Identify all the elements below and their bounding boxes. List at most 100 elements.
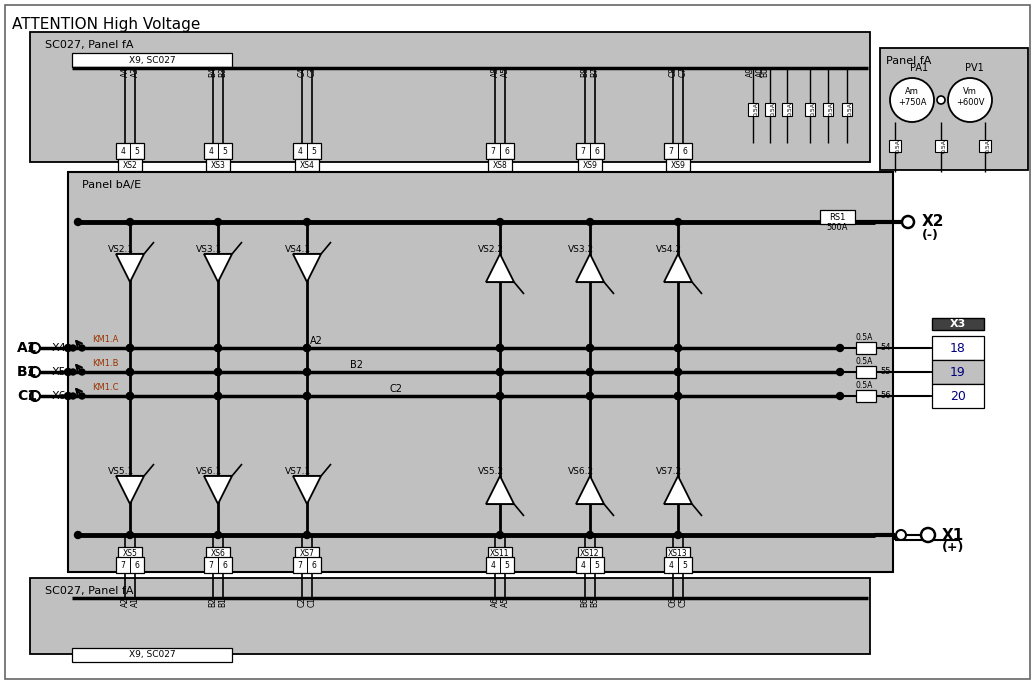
Circle shape [587, 345, 593, 352]
Text: B8: B8 [581, 67, 590, 77]
Text: VS7.1: VS7.1 [285, 467, 312, 477]
Bar [820, 210, 855, 224]
Text: 56: 56 [880, 391, 891, 401]
Circle shape [948, 78, 992, 122]
Text: 4: 4 [120, 146, 125, 155]
Bar [578, 547, 602, 559]
Text: A1: A1 [17, 341, 37, 355]
Circle shape [675, 218, 681, 226]
Text: 0.5A: 0.5A [829, 102, 834, 116]
Bar [666, 159, 690, 171]
Circle shape [587, 531, 593, 538]
Text: A1: A1 [130, 597, 140, 607]
Circle shape [214, 369, 221, 376]
Text: 6: 6 [223, 560, 228, 570]
Text: 0.5A: 0.5A [986, 139, 990, 153]
Circle shape [497, 369, 503, 376]
Text: B4: B4 [208, 67, 217, 77]
Bar [664, 557, 692, 573]
Bar [293, 557, 321, 573]
Circle shape [901, 216, 914, 228]
Circle shape [126, 369, 134, 376]
Bar [782, 103, 792, 116]
Bar [935, 140, 947, 152]
Circle shape [836, 393, 844, 399]
Bar [856, 342, 876, 354]
Text: KM1.A: KM1.A [92, 334, 118, 343]
Text: RS1: RS1 [829, 213, 846, 222]
Text: X3: X3 [950, 319, 966, 329]
Circle shape [675, 531, 681, 538]
Bar [666, 547, 690, 559]
Circle shape [214, 345, 221, 352]
Circle shape [675, 393, 681, 399]
Text: 0.5A: 0.5A [848, 102, 853, 116]
Text: 6: 6 [312, 560, 317, 570]
Bar [204, 557, 232, 573]
Text: XS2: XS2 [122, 161, 138, 170]
Text: 4: 4 [581, 560, 586, 570]
Text: Am
+750A: Am +750A [897, 88, 926, 107]
Text: XS12: XS12 [581, 549, 599, 557]
Circle shape [126, 369, 134, 376]
Circle shape [214, 531, 221, 538]
Text: C7: C7 [679, 67, 687, 77]
Circle shape [126, 345, 134, 352]
Circle shape [64, 369, 71, 376]
Text: A3: A3 [130, 67, 140, 77]
Polygon shape [204, 254, 232, 282]
Polygon shape [664, 476, 692, 504]
Polygon shape [576, 254, 604, 282]
Circle shape [75, 218, 82, 226]
Text: 0.5A: 0.5A [856, 334, 874, 343]
Bar [206, 547, 230, 559]
Circle shape [64, 393, 71, 399]
Text: VS5.1: VS5.1 [108, 467, 135, 477]
Bar [880, 48, 1028, 170]
Circle shape [126, 393, 134, 399]
Bar [856, 390, 876, 402]
Text: B2: B2 [208, 597, 217, 607]
Circle shape [890, 78, 934, 122]
Circle shape [587, 218, 593, 226]
Text: XS3: XS3 [210, 161, 226, 170]
Circle shape [79, 369, 85, 375]
Text: C4: C4 [297, 67, 306, 77]
Bar [30, 32, 870, 162]
Text: VS4.2: VS4.2 [656, 246, 682, 254]
Circle shape [836, 345, 844, 352]
Circle shape [214, 218, 221, 226]
Text: (-): (-) [922, 228, 939, 241]
Bar [578, 159, 602, 171]
Text: Panel bA/E: Panel bA/E [82, 180, 141, 190]
Circle shape [836, 369, 844, 376]
Circle shape [497, 531, 503, 538]
Circle shape [675, 393, 681, 399]
Text: B1: B1 [17, 365, 37, 379]
Text: 7: 7 [209, 560, 213, 570]
Text: 54: 54 [880, 343, 890, 352]
Text: 20: 20 [950, 389, 966, 402]
Text: A5: A5 [501, 597, 509, 607]
Text: B5: B5 [591, 597, 599, 607]
Text: B1: B1 [218, 597, 228, 607]
Text: X9, SC027: X9, SC027 [128, 650, 175, 659]
Circle shape [303, 369, 310, 376]
Text: X5: X5 [52, 367, 66, 377]
Text: XS13: XS13 [669, 549, 688, 557]
Bar [204, 143, 232, 159]
Text: 55: 55 [880, 367, 890, 376]
Text: C3: C3 [307, 67, 317, 77]
Circle shape [70, 369, 76, 375]
Circle shape [75, 531, 82, 538]
Circle shape [675, 345, 681, 352]
Text: B7: B7 [591, 67, 599, 77]
Text: X2: X2 [922, 215, 945, 230]
Text: C2: C2 [390, 384, 403, 394]
Circle shape [214, 393, 221, 399]
Text: A9: A9 [745, 67, 755, 77]
Circle shape [303, 345, 310, 352]
Circle shape [587, 345, 593, 352]
Text: 0.5A: 0.5A [856, 382, 874, 391]
Text: 5: 5 [135, 146, 140, 155]
